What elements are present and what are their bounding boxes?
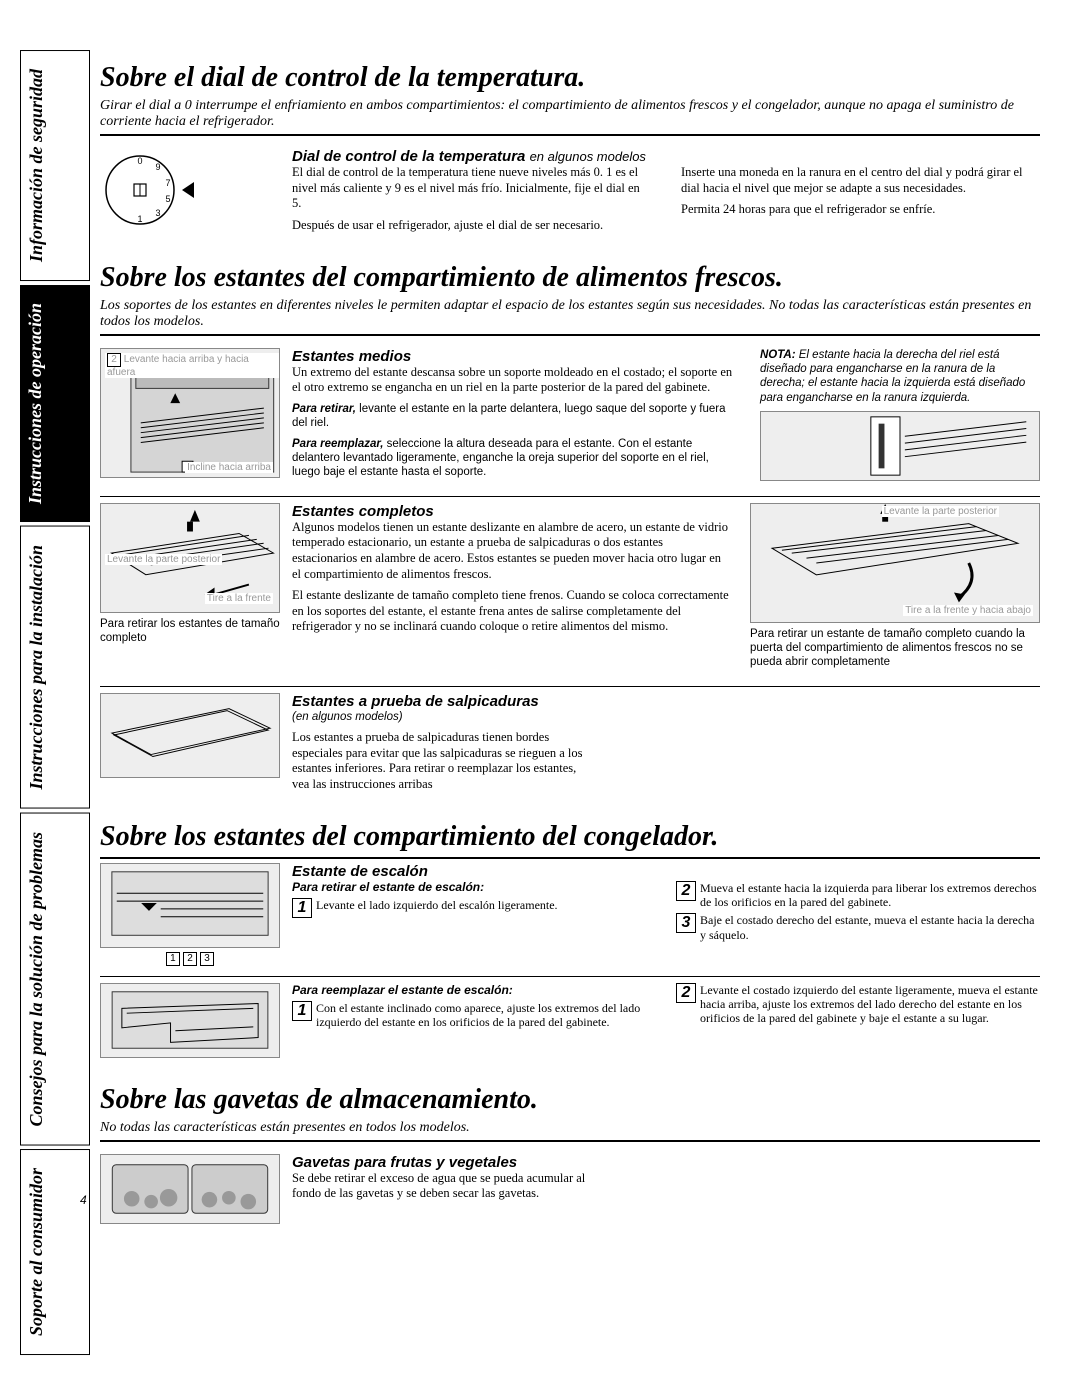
svg-text:3: 3 xyxy=(155,208,160,218)
dial-col2b: Permita 24 horas para que el refrigerado… xyxy=(681,202,1040,218)
dial-sub-heading: Dial de control de la temperatura en alg… xyxy=(292,148,1040,165)
remove-step-3: 3Baje el costado derecho del estante, mu… xyxy=(676,913,1040,942)
tab-instalacion[interactable]: Instrucciones para la instalación xyxy=(20,526,90,809)
replace-step-1: 1Con el estante inclinado como aparece, … xyxy=(292,1001,656,1030)
illus-gavetas: 4 xyxy=(100,1154,280,1228)
salp-heading: Estantes a prueba de salpicaduras xyxy=(292,693,1040,710)
medios-p2: Para retirar, levante el estante en la p… xyxy=(292,402,740,431)
page-content: Sobre el dial de control de la temperatu… xyxy=(100,50,1040,1355)
dial-icon: 0 9 7 5 3 1 xyxy=(100,148,200,233)
escalon-heading: Estante de escalón xyxy=(292,863,656,880)
row-completos: Levante la parte posterior Tire a la fre… xyxy=(100,497,1040,687)
svg-text:1: 1 xyxy=(137,214,142,224)
section-title-frescos: Sobre los estantes del compartimiento de… xyxy=(100,262,1040,294)
dial-col1b: Después de usar el refrigerador, ajuste … xyxy=(292,218,651,234)
section-title-congelador: Sobre los estantes del compartimiento de… xyxy=(100,821,1040,853)
completos-p2: El estante deslizante de tamaño completo… xyxy=(292,588,730,635)
tab-soporte[interactable]: Soporte al consumidor xyxy=(20,1149,90,1355)
section-intro-dial: Girar el dial a 0 interrumpe el enfriami… xyxy=(100,98,1040,136)
page-number: 4 xyxy=(80,1193,87,1207)
svg-text:7: 7 xyxy=(165,178,170,188)
completos-caption: Para retirar los estantes de tamaño comp… xyxy=(100,617,280,646)
row-salpicaduras: Estantes a prueba de salpicaduras (en al… xyxy=(100,687,1040,809)
illus-escalon1: 1 2 3 xyxy=(100,863,280,966)
salp-p1: Los estantes a prueba de salpicaduras ti… xyxy=(292,730,592,793)
dial-row: 0 9 7 5 3 1 Dial de control de la temper… xyxy=(100,142,1040,250)
illus-medios: 1 1 2 Levante hacia arriba y hacia afuer… xyxy=(100,348,280,486)
row-gavetas: 4 Gavetas para frutas y vegetales Se deb… xyxy=(100,1148,1040,1238)
row-medios: 1 1 2 Levante hacia arriba y hacia afuer… xyxy=(100,342,1040,497)
completos-right-caption: Para retirar un estante de tamaño comple… xyxy=(750,627,1040,670)
tab-consejos[interactable]: Consejos para la solución de problemas xyxy=(20,813,90,1146)
gavetas-p1: Se debe retirar el exceso de agua que se… xyxy=(292,1171,612,1202)
replace-heading: Para reemplazar el estante de escalón: xyxy=(292,983,656,997)
completos-p1: Algunos modelos tienen un estante desliz… xyxy=(292,520,730,583)
section-intro-frescos: Los soportes de los estantes en diferent… xyxy=(100,298,1040,336)
section-title-dial: Sobre el dial de control de la temperatu… xyxy=(100,62,1040,94)
medios-p3: Para reemplazar, seleccione la altura de… xyxy=(292,437,740,480)
svg-text:0: 0 xyxy=(137,156,142,166)
illus-salp xyxy=(100,693,280,799)
section-intro-gavetas: No todas las características están prese… xyxy=(100,1120,1040,1142)
remove-step-2: 2Mueva el estante hacia la izquierda par… xyxy=(676,881,1040,910)
side-nav-tabs: Información de seguridad Instrucciones d… xyxy=(20,50,90,1355)
row-escalon-remove: 1 2 3 Estante de escalón Para retirar el… xyxy=(100,859,1040,977)
dial-illustration: 0 9 7 5 3 1 xyxy=(100,148,280,240)
dial-col1a: El dial de control de la temperatura tie… xyxy=(292,165,651,212)
remove-step-1: 1Levante el lado izquierdo del escalón l… xyxy=(292,898,656,918)
medios-note: NOTA: El estante hacia la derecha del ri… xyxy=(760,348,1040,406)
dial-col2a: Inserte una moneda en la ranura en el ce… xyxy=(681,165,1040,196)
medios-heading: Estantes medios xyxy=(292,348,740,365)
replace-step-2: 2Levante el costado izquierdo del estant… xyxy=(676,983,1040,1026)
illus-completos: Levante la parte posterior Tire a la fre… xyxy=(100,503,280,676)
illus-escalon2 xyxy=(100,983,280,1062)
completos-heading: Estantes completos xyxy=(292,503,730,520)
svg-text:5: 5 xyxy=(165,194,170,204)
row-escalon-replace: Para reemplazar el estante de escalón: 1… xyxy=(100,977,1040,1072)
salp-paren: (en algunos modelos) xyxy=(292,710,1040,724)
medios-p1: Un extremo del estante descansa sobre un… xyxy=(292,365,740,396)
section-title-gavetas: Sobre las gavetas de almacenamiento. xyxy=(100,1084,1040,1116)
gavetas-heading: Gavetas para frutas y vegetales xyxy=(292,1154,1040,1171)
tab-seguridad[interactable]: Información de seguridad xyxy=(20,50,90,281)
remove-heading: Para retirar el estante de escalón: xyxy=(292,880,656,894)
tab-operacion[interactable]: Instrucciones de operación xyxy=(20,285,90,522)
svg-text:9: 9 xyxy=(155,162,160,172)
